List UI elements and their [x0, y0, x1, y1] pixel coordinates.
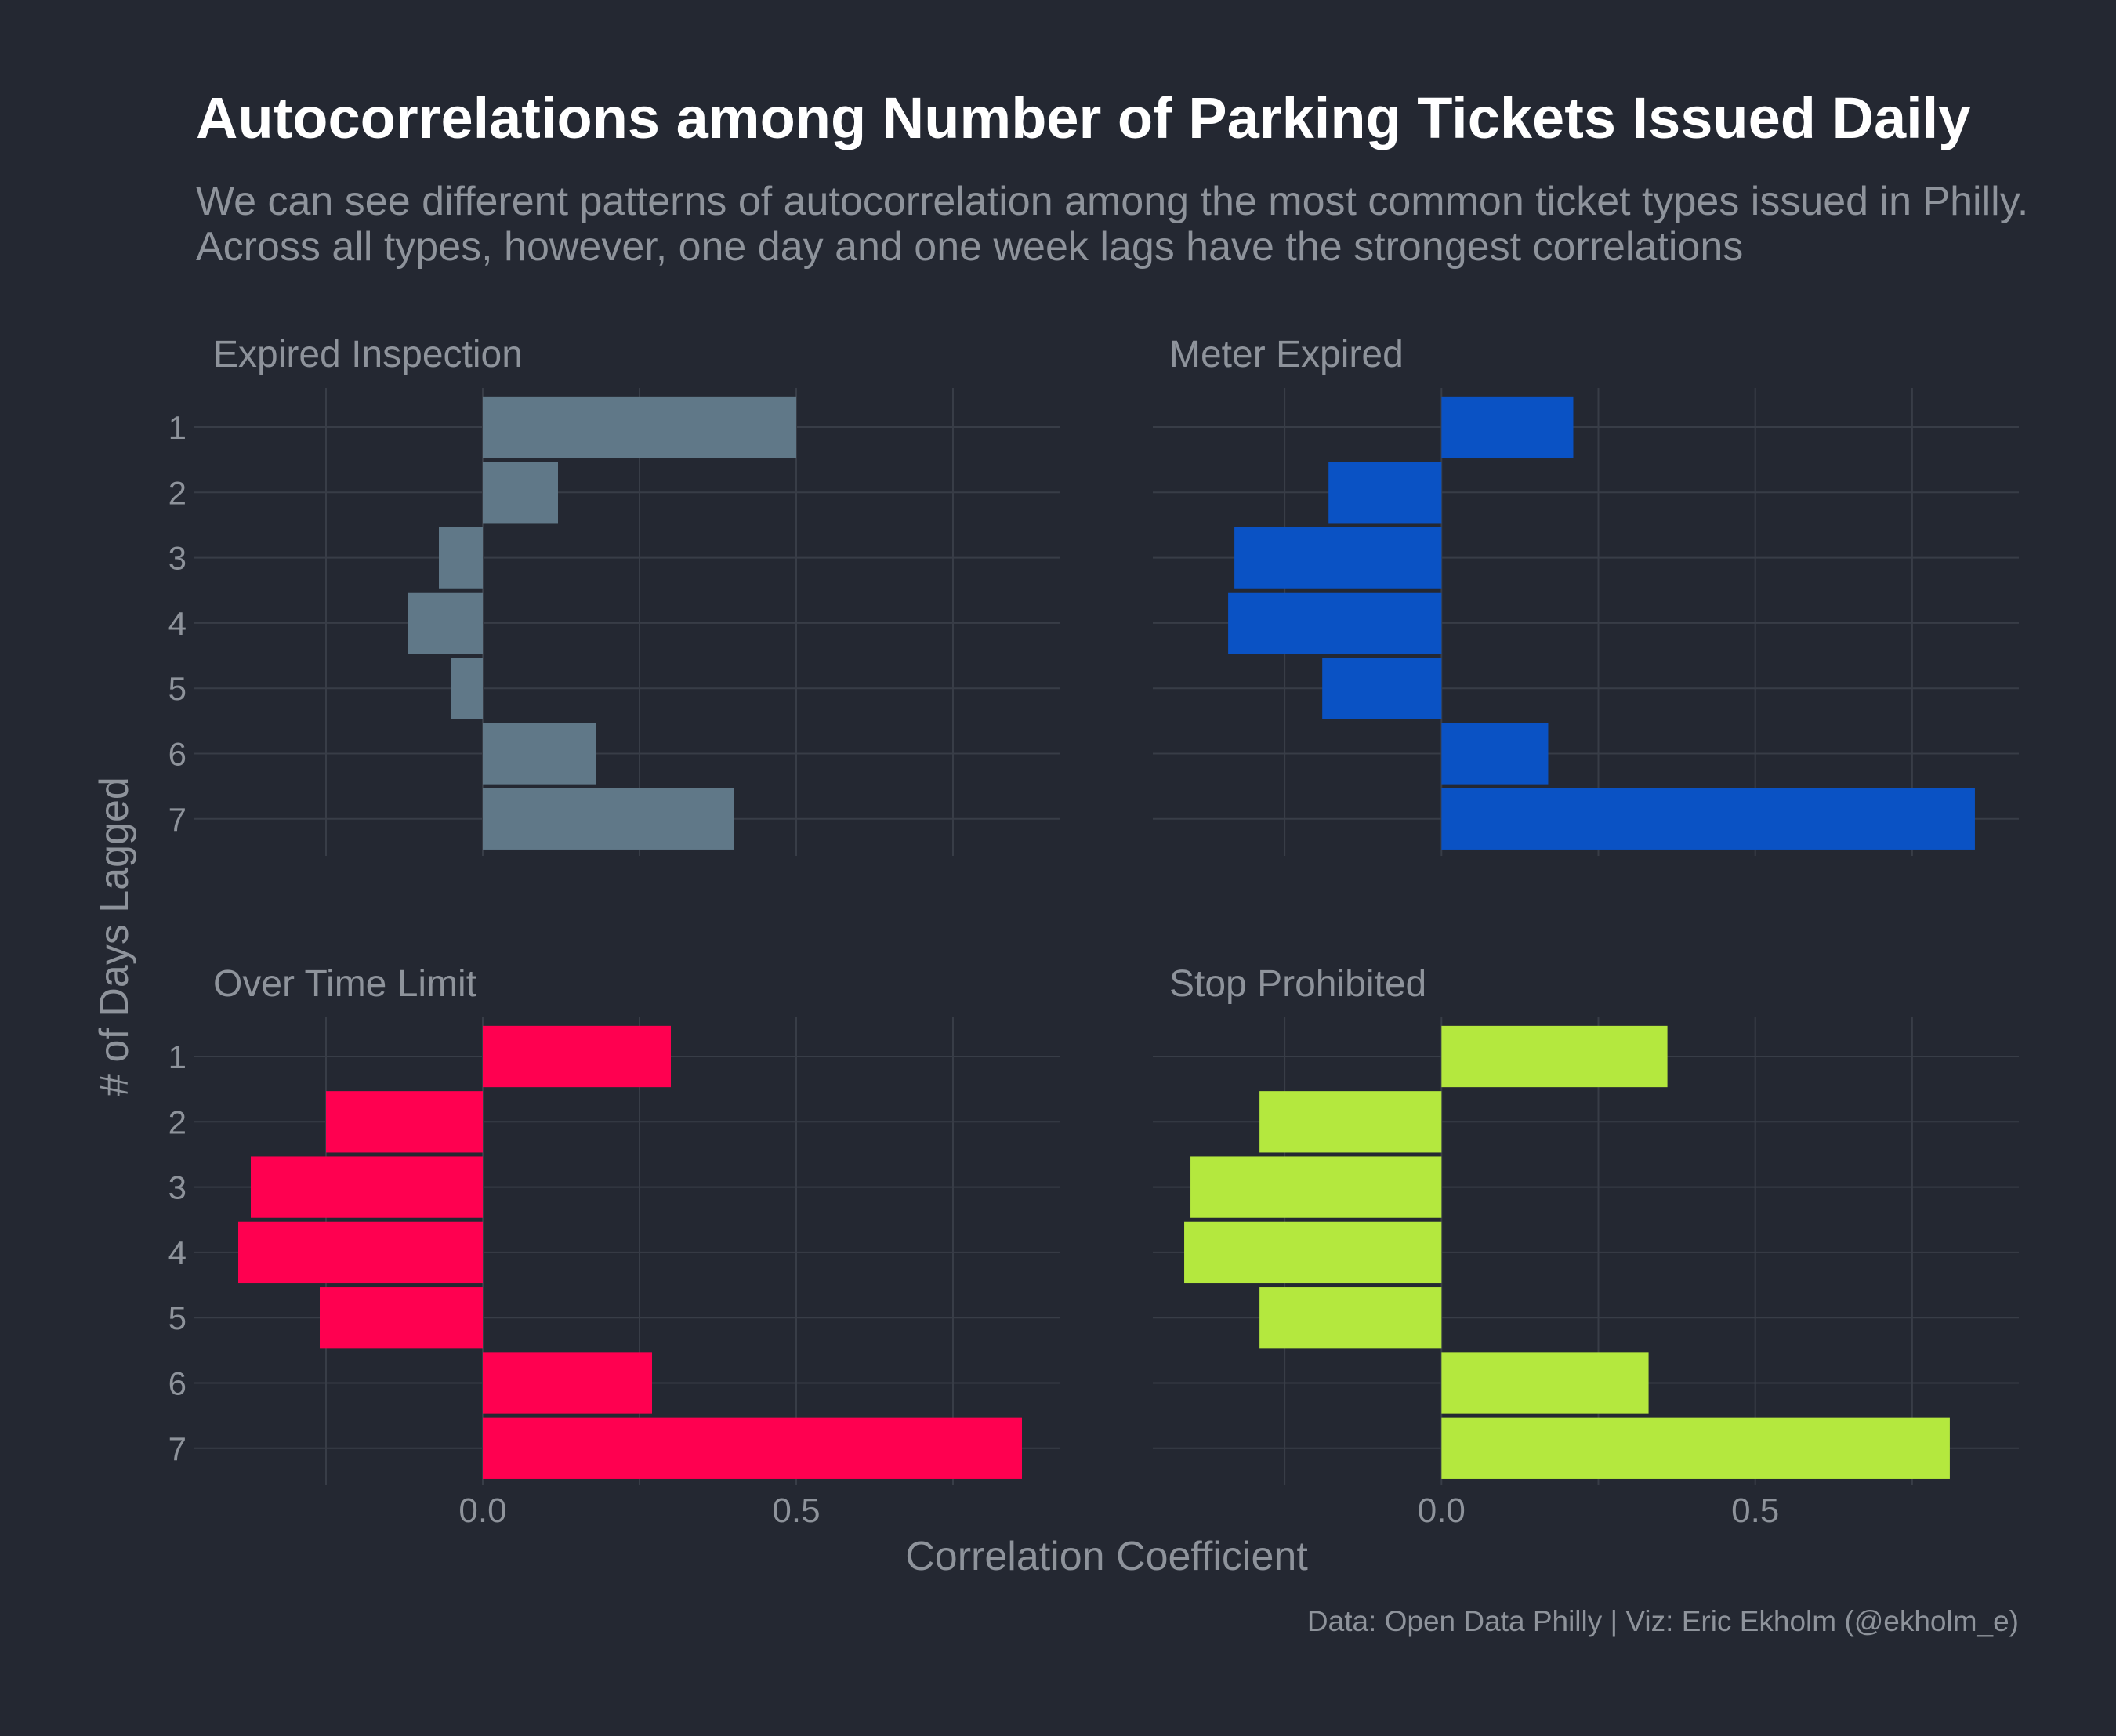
facet-title: Stop Prohibited [1169, 963, 1426, 1005]
y-tick-label: 6 [168, 1365, 187, 1402]
y-tick-label: 2 [168, 1104, 187, 1140]
bar [483, 1025, 671, 1088]
x-tick-label: 0.5 [1731, 1491, 1779, 1530]
facet-title: Expired Inspection [213, 334, 523, 375]
bar [1441, 788, 1975, 850]
y-tick-label: 6 [168, 736, 187, 773]
y-tick-label: 7 [168, 801, 187, 838]
bar [1441, 723, 1549, 785]
bar [483, 1417, 1022, 1479]
facet-title: Over Time Limit [213, 963, 476, 1005]
bar [1259, 1287, 1442, 1349]
bar [1328, 462, 1442, 524]
bar [1441, 396, 1574, 458]
bar [483, 788, 734, 850]
chart-subtitle: We can see different patterns of autocor… [196, 179, 2029, 270]
y-tick-label: 4 [168, 605, 187, 642]
x-tick-label: 0.5 [772, 1491, 820, 1530]
y-tick-label: 5 [168, 1299, 187, 1336]
bar [1184, 1221, 1442, 1284]
bar [483, 462, 558, 524]
chart-title: Autocorrelations among Number of Parking… [196, 85, 1971, 150]
bar [1259, 1091, 1442, 1153]
bar [1441, 1025, 1668, 1088]
bar [1190, 1156, 1442, 1218]
x-tick-label: 0.0 [458, 1491, 506, 1530]
bar [1441, 1417, 1950, 1479]
bar [251, 1156, 483, 1218]
bar [483, 1352, 652, 1414]
bar [483, 396, 796, 458]
bar [1322, 658, 1442, 719]
y-tick-label: 1 [168, 409, 187, 446]
bar [483, 723, 596, 785]
y-tick-label: 7 [168, 1430, 187, 1467]
y-tick-label: 5 [168, 670, 187, 707]
bar [320, 1287, 483, 1349]
y-tick-label: 3 [168, 1169, 187, 1206]
y-tick-label: 4 [168, 1234, 187, 1271]
bar [238, 1221, 483, 1284]
y-tick-label: 3 [168, 540, 187, 577]
y-tick-label: 2 [168, 474, 187, 511]
bar [1234, 527, 1442, 589]
x-axis-title: Correlation Coefficient [905, 1534, 1308, 1579]
bar [451, 658, 483, 719]
bar [1228, 592, 1442, 654]
facet-title: Meter Expired [1169, 334, 1404, 375]
bar [439, 527, 483, 589]
y-tick-label: 1 [168, 1038, 187, 1075]
bar [326, 1091, 483, 1153]
y-axis-title: # of Days Lagged [92, 777, 137, 1096]
x-tick-label: 0.0 [1418, 1491, 1466, 1530]
bar [1441, 1352, 1649, 1414]
chart-caption: Data: Open Data Philly | Viz: Eric Ekhol… [1306, 1605, 2019, 1637]
bar [408, 592, 483, 654]
